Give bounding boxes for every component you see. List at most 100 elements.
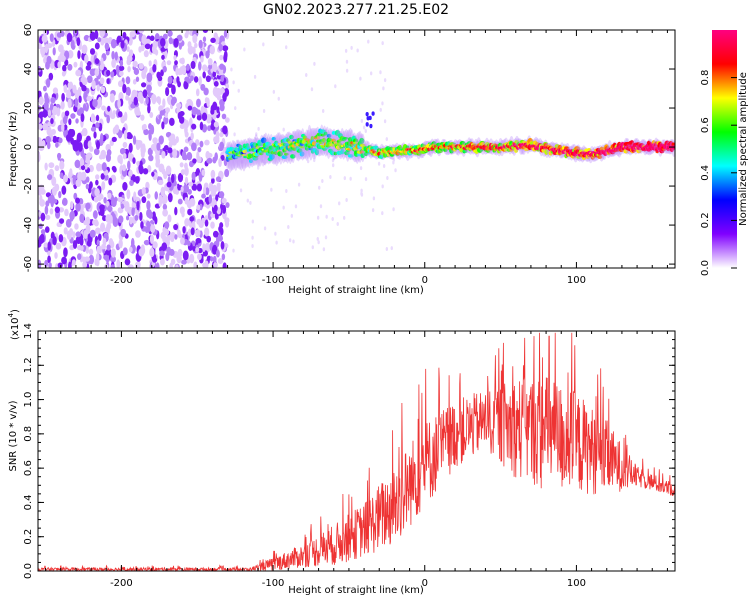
spectrogram-noise-cell [224,168,230,178]
snr-x-tick-label: -100 [262,578,285,589]
spectrogram-noise-cell [218,43,223,52]
spectrogram-noise-cell [81,127,88,137]
spectrogram-noise-cell [198,61,202,71]
spectrogram-noise-cell [116,64,120,75]
snr-y-tick-label: 1.0 [23,392,34,408]
spectrogram-noise-cell [43,101,49,110]
spectrogram-noise-cell [97,37,102,43]
spectrogram-noise-cell [180,57,185,65]
spectrogram-haze-cell [251,244,254,249]
spectrogram-noise-cell [215,194,219,202]
spectrogram-noise-cell [106,114,111,124]
spectrogram-band-cell [323,131,328,136]
spectrogram-noise-cell [144,38,151,45]
spectrogram-noise-cell [128,49,134,57]
spectrogram-noise-cell [75,202,81,212]
spectrogram-haze-cell [364,177,368,182]
spectrogram-noise-cell [180,169,186,175]
spectrogram-noise-cell [154,191,158,200]
spectrogram-haze-cell [239,188,243,193]
spectrogram-noise-cell [198,39,203,49]
spectrogram-noise-cell [44,43,49,54]
spectrogram-noise-cell [210,177,215,184]
spectrogram-cells [38,30,675,268]
spectrogram-haze-cell [288,238,292,243]
spectrogram-band-cell [359,137,365,144]
spectrogram-haze-cell [255,132,258,137]
spectrogram-noise-cell [59,218,65,224]
spectrogram-noise-cell [102,237,107,246]
spectrogram-noise-cell [221,253,226,261]
spectrogram-noise-cell [223,30,228,38]
spectrogram-noise-cell [125,76,131,85]
spectrogram-noise-cell [200,55,204,63]
spectrogram-noise-cell [111,50,115,60]
spectrogram-noise-cell [41,139,46,149]
spectrogram-band-cell [310,135,315,142]
spectrogram-noise-cell [191,171,196,181]
spectrogram-noise-cell [129,216,133,225]
spectrogram-noise-cell [109,93,115,103]
spectrogram-noise-cell [159,258,165,266]
spectrogram-noise-cell [52,47,56,56]
spectrogram-noise-cell [128,151,133,161]
spectrogram-noise-cell [156,142,161,151]
spectrogram-noise-cell [208,194,213,204]
spectrogram-noise-cell [143,128,149,136]
spectrogram-noise-cell [160,69,164,77]
spectrogram-haze-cell [349,176,352,181]
spectrogram-noise-cell [158,197,163,208]
spectrogram-noise-cell [73,61,78,68]
spectrogram-noise-cell [168,117,175,127]
spectrogram-noise-cell [214,35,220,45]
spectrogram-haze-cell [381,101,384,106]
spectrogram-noise-cell [212,71,217,78]
spectrogram-haze-cell [275,240,278,245]
spectrogram-band-cell [284,152,289,156]
snr-series-line [37,332,675,573]
spectrogram-haze-cell [345,59,349,64]
spectrogram-noise-cell [148,60,152,67]
snr-y-tick-label: 1.4 [23,323,34,339]
spectrogram-noise-cell [86,176,90,183]
spectrogram-noise-cell [219,141,225,150]
spectrogram-band-cell [234,147,239,152]
spectrogram-noise-cell [58,191,62,199]
spectrogram-noise-cell [81,85,87,92]
spectrogram-noise-cell [50,117,54,125]
spectrogram-noise-cell [42,123,49,131]
spectrogram-y-tick-label: 40 [23,63,34,76]
spectrogram-haze-cell [360,118,364,123]
spectrogram-noise-cell [101,105,106,111]
spectrogram-haze-cell [313,158,316,163]
spectrogram-noise-cell [161,54,165,60]
spectrogram-noise-cell [219,87,225,95]
spectrogram-noise-cell [166,181,172,188]
spectrogram-noise-cell [147,104,151,114]
spectrogram-noise-cell [51,128,56,136]
spectrogram-noise-cell [119,147,126,155]
spectrogram-noise-cell [179,123,186,130]
spectrogram-noise-cell [204,260,209,268]
spectrogram-haze-cell [379,107,382,112]
spectrogram-band-cell [265,141,271,146]
spectrogram-noise-cell [142,123,147,130]
spectrogram-noise-cell [196,204,201,211]
spectrogram-noise-cell [123,129,128,140]
snr-panel: -200 -100 0 100 0.0 0.2 0.4 0.6 0.8 1.0 1.2 1.4 He… [7,309,676,596]
spectrogram-noise-cell [146,72,153,83]
spectrogram-noise-cell [158,114,163,120]
spectrogram-noise-cell [189,216,195,222]
spectrogram-noise-cell [130,237,135,248]
spectrogram-noise-cell [199,121,204,131]
spectrogram-haze-cell [381,184,384,189]
spectrogram-noise-cell [167,192,173,203]
snr-y-tick-label: 0.2 [23,529,34,545]
spectrogram-feature-cell [365,111,369,117]
colorbar-tick-label: 0.2 [700,212,711,228]
spectrogram-noise-cell [54,165,60,172]
spectrogram-noise-cell [201,217,206,223]
snr-y-axis: 0.0 0.2 0.4 0.6 0.8 1.0 1.2 1.4 [23,323,675,579]
spectrogram-noise-cell [110,255,116,263]
spectrogram-noise-cell [222,262,227,268]
